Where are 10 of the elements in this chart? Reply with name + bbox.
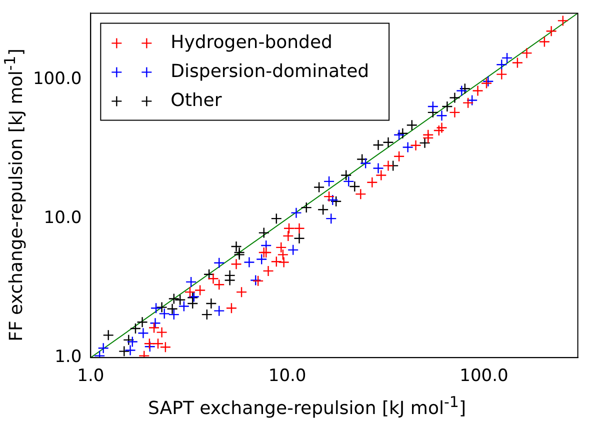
y-tick-label: 10.0 (44, 208, 82, 228)
y-tick-label: 1.0 (54, 347, 82, 368)
legend-label: Dispersion-dominated (170, 60, 370, 82)
legend-label: Other (170, 90, 222, 111)
y-tick-label: 100.0 (32, 68, 82, 89)
legend-label: Hydrogen-bonded (170, 32, 332, 53)
x-tick-label: 100.0 (460, 366, 508, 386)
x-tick-label: 10.0 (268, 366, 306, 386)
x-axis-title: SAPT exchange-repulsion [kJ mol$^{-1}$] (147, 393, 467, 419)
x-tick-label: 1.0 (77, 366, 104, 386)
